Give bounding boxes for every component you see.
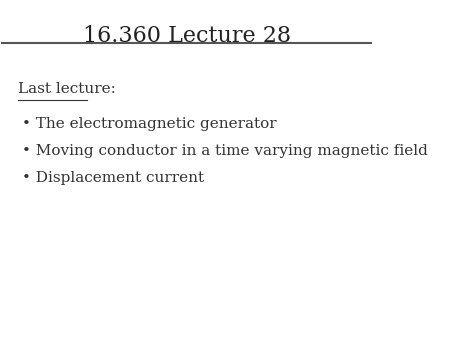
Text: • The electromagnetic generator: • The electromagnetic generator: [22, 117, 276, 131]
Text: • Displacement current: • Displacement current: [22, 171, 204, 185]
Text: Last lecture:: Last lecture:: [18, 82, 116, 96]
Text: • Moving conductor in a time varying magnetic field: • Moving conductor in a time varying mag…: [22, 144, 428, 158]
Text: 16.360 Lecture 28: 16.360 Lecture 28: [83, 25, 291, 47]
